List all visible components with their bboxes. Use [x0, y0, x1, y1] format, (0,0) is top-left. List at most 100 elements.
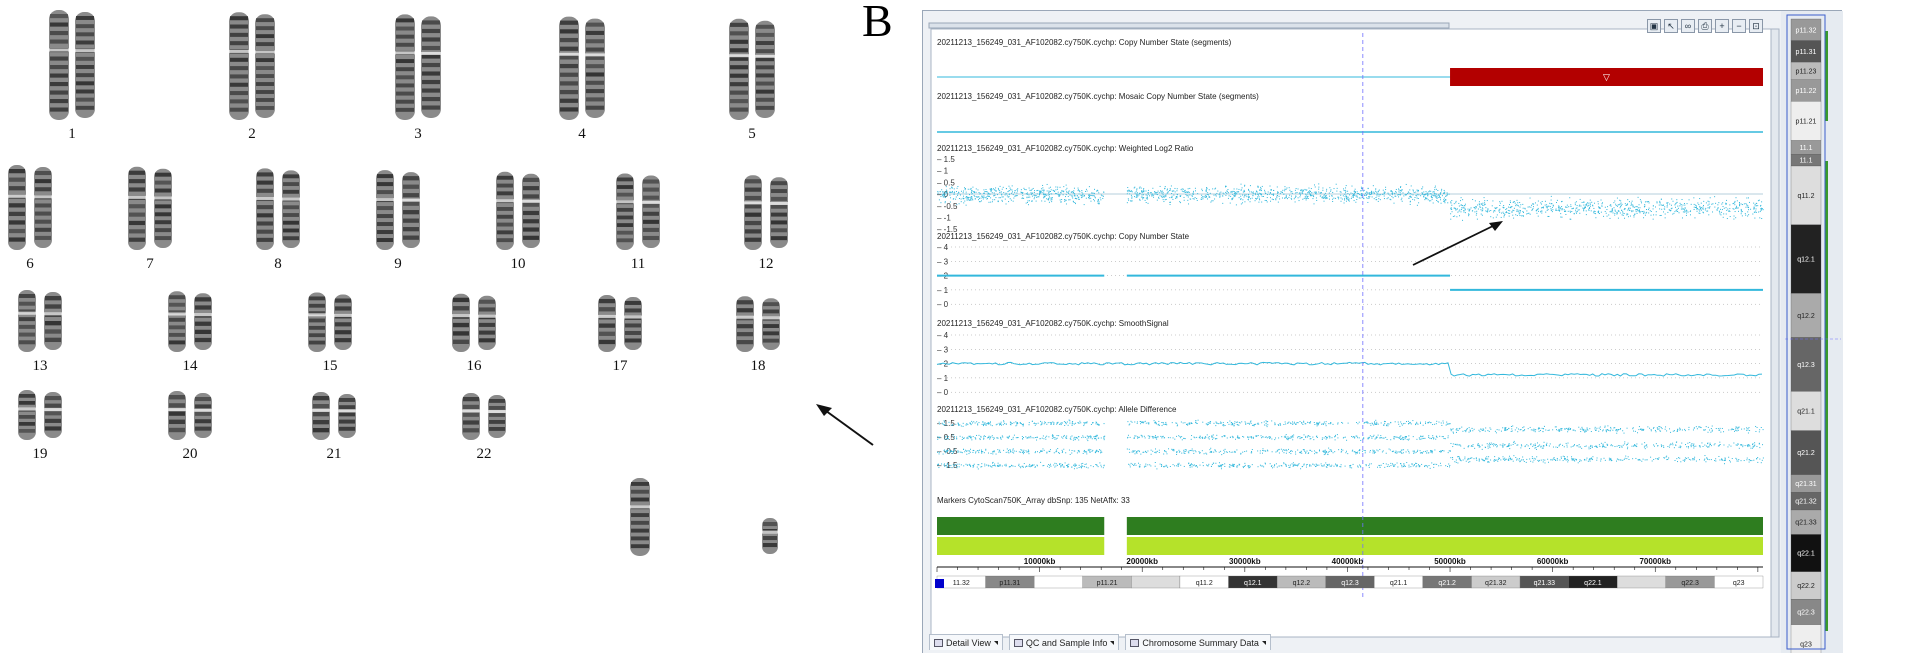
probe-point	[1030, 465, 1032, 467]
probe-point	[1427, 199, 1429, 201]
probe-point	[1197, 419, 1199, 421]
probe-point	[1465, 431, 1467, 433]
probe-point	[950, 450, 952, 452]
probe-point	[1295, 451, 1297, 453]
chromosome-band	[631, 536, 649, 541]
probe-point	[1232, 451, 1234, 453]
vertical-scrollbar[interactable]	[1770, 28, 1780, 638]
probe-point	[1138, 192, 1140, 194]
probe-point	[1345, 200, 1347, 202]
probe-point	[1329, 465, 1331, 467]
probe-point	[1167, 192, 1169, 194]
probe-point	[1423, 194, 1425, 196]
probe-point	[1184, 438, 1186, 440]
probe-point	[1223, 435, 1225, 437]
probe-point	[1179, 451, 1181, 453]
probe-point	[1085, 466, 1087, 468]
probe-point	[1667, 211, 1669, 213]
probe-point	[965, 196, 967, 198]
probe-point	[1418, 465, 1420, 467]
probe-point	[1507, 429, 1509, 431]
probe-point	[1366, 191, 1368, 193]
probe-point	[1276, 195, 1278, 197]
probe-point	[1644, 205, 1646, 207]
probe-point	[1015, 195, 1017, 197]
probe-point	[1300, 190, 1302, 192]
probe-point	[958, 197, 960, 199]
probe-point	[1052, 189, 1054, 191]
probe-point	[1601, 205, 1603, 207]
cn-tick: – 1	[937, 286, 949, 295]
chromosome-band	[155, 204, 171, 209]
probe-point	[1234, 195, 1236, 197]
probe-point	[1186, 423, 1188, 425]
probe-point	[1267, 191, 1269, 193]
probe-point	[958, 191, 960, 193]
chromosome-band	[19, 340, 35, 345]
probe-point	[1040, 450, 1042, 452]
probe-point	[1300, 450, 1302, 452]
probe-point	[1313, 439, 1315, 441]
chromosome-x	[629, 478, 651, 556]
probe-point	[1049, 465, 1051, 467]
probe-point	[1187, 424, 1189, 426]
probe-point	[1462, 219, 1464, 221]
probe-point	[1345, 192, 1347, 194]
probe-point	[1318, 450, 1320, 452]
scroll-bar[interactable]	[928, 22, 1450, 29]
probe-point	[1036, 190, 1038, 192]
probe-point	[1725, 203, 1727, 205]
loss-segment[interactable]	[1450, 68, 1763, 86]
probe-point	[965, 197, 967, 199]
probe-point	[1241, 421, 1243, 423]
probe-point	[987, 423, 989, 425]
centromere	[193, 313, 213, 317]
probe-point	[1053, 437, 1055, 439]
probe-point	[1141, 191, 1143, 193]
probe-point	[1074, 463, 1076, 465]
chromosome-band	[643, 235, 659, 241]
probe-point	[1270, 466, 1272, 468]
probe-point	[1185, 191, 1187, 193]
probe-point	[1360, 439, 1362, 441]
probe-point	[1274, 464, 1276, 466]
chromosome-pair-17: 17	[597, 294, 643, 374]
probe-point	[1383, 424, 1385, 426]
probe-point	[1599, 428, 1601, 430]
probe-point	[944, 202, 946, 204]
probe-point	[1435, 194, 1437, 196]
probe-point	[1619, 203, 1621, 205]
probe-point	[1078, 198, 1080, 200]
probe-point	[1219, 194, 1221, 196]
probe-point	[1409, 193, 1411, 195]
probe-point	[1266, 201, 1268, 203]
probe-point	[1055, 186, 1057, 188]
probe-point	[1264, 199, 1266, 201]
probe-point	[1610, 426, 1612, 428]
probe-point	[1395, 190, 1397, 192]
probe-point	[1048, 187, 1050, 189]
probe-point	[1214, 438, 1216, 440]
probe-point	[975, 188, 977, 190]
probe-point	[1567, 428, 1569, 430]
probe-point	[1589, 208, 1591, 210]
probe-point	[1258, 196, 1260, 198]
probe-point	[1029, 466, 1031, 468]
probe-point	[1126, 193, 1128, 195]
probe-point	[1552, 204, 1554, 206]
probe-point	[938, 421, 940, 423]
probe-point	[1249, 191, 1251, 193]
probe-point	[1613, 207, 1615, 209]
probe-point	[1102, 467, 1104, 469]
probe-point	[1371, 190, 1373, 192]
probe-point	[1030, 435, 1032, 437]
probe-point	[1215, 422, 1217, 424]
probe-point	[992, 453, 994, 455]
probe-point	[1482, 429, 1484, 431]
probe-point	[1142, 190, 1144, 192]
probe-point	[994, 194, 996, 196]
probe-point	[1169, 188, 1171, 190]
probe-point	[1225, 191, 1227, 193]
probe-point	[1373, 434, 1375, 436]
chromosome-number: 15	[323, 358, 338, 374]
